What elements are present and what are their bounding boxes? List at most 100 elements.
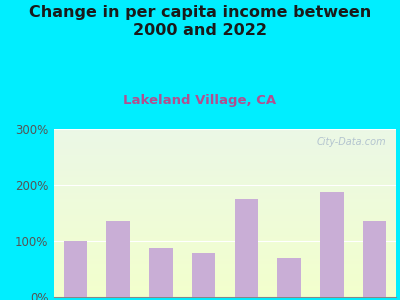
Bar xyxy=(54,296,396,297)
Bar xyxy=(54,180,396,181)
Bar xyxy=(54,250,396,251)
Bar xyxy=(54,158,396,159)
Bar xyxy=(54,170,396,171)
Bar xyxy=(54,290,396,291)
Text: Lakeland Village, CA: Lakeland Village, CA xyxy=(124,94,276,107)
Bar xyxy=(54,233,396,234)
Bar xyxy=(54,176,396,177)
Bar xyxy=(54,211,396,212)
Bar xyxy=(54,231,396,232)
Bar xyxy=(54,294,396,295)
Bar xyxy=(54,152,396,153)
Bar xyxy=(54,178,396,179)
Bar xyxy=(54,179,396,180)
Bar xyxy=(54,265,396,266)
Bar xyxy=(54,224,396,225)
Bar xyxy=(54,133,396,134)
Bar xyxy=(54,196,396,197)
Bar xyxy=(54,194,396,195)
Bar xyxy=(54,226,396,227)
Bar xyxy=(54,249,396,250)
Text: Change in per capita income between
2000 and 2022: Change in per capita income between 2000… xyxy=(29,4,371,38)
Bar xyxy=(54,256,396,257)
Bar xyxy=(54,218,396,219)
Bar xyxy=(54,280,396,281)
Bar xyxy=(54,209,396,210)
Bar xyxy=(54,174,396,175)
Bar xyxy=(54,222,396,223)
Bar xyxy=(54,188,396,189)
Bar xyxy=(54,271,396,272)
Bar xyxy=(106,221,130,297)
Bar xyxy=(54,281,396,282)
Bar xyxy=(54,274,396,275)
Bar xyxy=(54,186,396,187)
Bar xyxy=(54,227,396,228)
Bar xyxy=(54,263,396,264)
Bar xyxy=(54,143,396,144)
Bar xyxy=(54,141,396,142)
Bar xyxy=(54,164,396,165)
Bar xyxy=(192,253,215,297)
Bar xyxy=(54,154,396,155)
Bar xyxy=(54,268,396,269)
Bar xyxy=(54,168,396,169)
Bar xyxy=(54,270,396,271)
Bar xyxy=(54,215,396,216)
Bar xyxy=(54,203,396,204)
Bar xyxy=(54,284,396,285)
Bar xyxy=(54,155,396,156)
Bar xyxy=(54,200,396,201)
Bar xyxy=(54,183,396,184)
Bar xyxy=(54,260,396,261)
Bar xyxy=(54,129,396,130)
Bar xyxy=(54,130,396,131)
Bar xyxy=(54,210,396,211)
Bar xyxy=(54,189,396,190)
Bar xyxy=(54,177,396,178)
Bar xyxy=(54,248,396,249)
Bar xyxy=(54,214,396,215)
Bar xyxy=(54,282,396,283)
Bar xyxy=(54,140,396,141)
Bar xyxy=(54,145,396,146)
Bar xyxy=(54,165,396,166)
Bar xyxy=(54,276,396,277)
Bar xyxy=(54,163,396,164)
Bar xyxy=(54,192,396,193)
Bar xyxy=(54,261,396,262)
Bar xyxy=(54,167,396,168)
Bar xyxy=(54,253,396,254)
Bar xyxy=(54,151,396,152)
Bar xyxy=(54,148,396,149)
Bar xyxy=(54,184,396,185)
Bar xyxy=(54,277,396,278)
Bar xyxy=(54,137,396,138)
Bar xyxy=(54,230,396,231)
Bar xyxy=(54,247,396,248)
Bar xyxy=(54,212,396,213)
Bar xyxy=(54,229,396,230)
Bar xyxy=(54,166,396,167)
Bar xyxy=(54,262,396,263)
Bar xyxy=(54,207,396,208)
Bar xyxy=(54,156,396,157)
Bar xyxy=(54,225,396,226)
Bar xyxy=(54,291,396,292)
Bar xyxy=(54,132,396,133)
Bar xyxy=(54,190,396,191)
Bar xyxy=(54,147,396,148)
Bar xyxy=(54,255,396,256)
Bar xyxy=(54,159,396,160)
Bar xyxy=(54,136,396,137)
Bar xyxy=(54,246,396,247)
Bar xyxy=(54,199,396,200)
Bar xyxy=(54,228,396,229)
Bar xyxy=(54,219,396,220)
Bar xyxy=(54,243,396,244)
Bar xyxy=(54,195,396,196)
Bar xyxy=(54,208,396,209)
Bar xyxy=(54,206,396,207)
Bar xyxy=(54,187,396,188)
Bar xyxy=(54,205,396,206)
